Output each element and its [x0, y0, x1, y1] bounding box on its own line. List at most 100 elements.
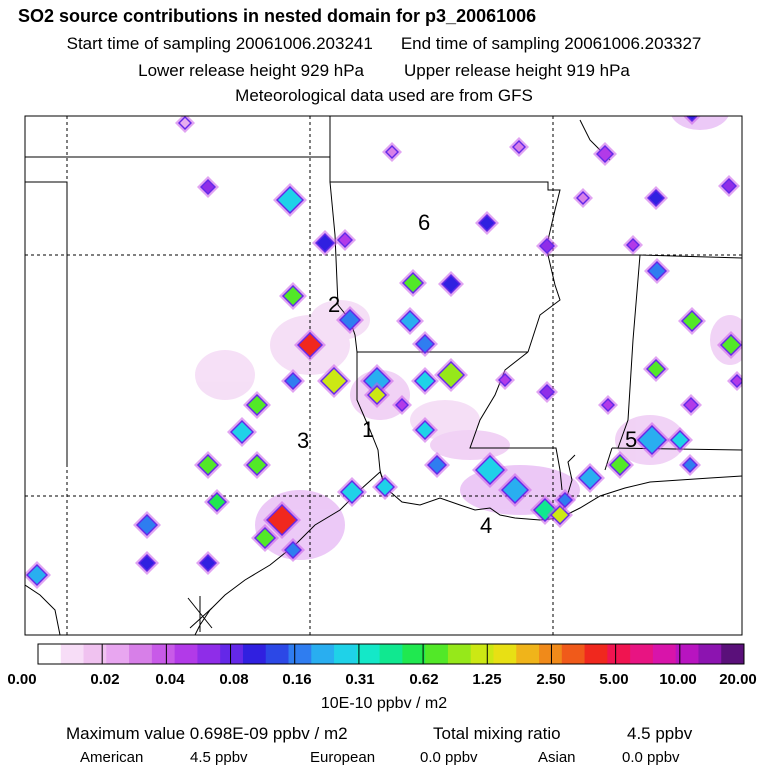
source-core: [439, 363, 463, 387]
source-core: [723, 180, 735, 192]
colorbar-swatch: [106, 644, 130, 664]
source-core: [598, 147, 612, 161]
colorbar-swatch: [311, 644, 335, 664]
so2-source-markers: [25, 116, 742, 589]
source-core: [341, 311, 359, 329]
source-core: [683, 312, 701, 330]
source-core: [417, 336, 433, 352]
source-core: [688, 116, 696, 120]
source-core: [500, 375, 510, 385]
source-core: [559, 494, 571, 506]
sampling-end: End time of sampling 20061006.203327: [400, 34, 702, 53]
colorbar-swatch: [425, 644, 449, 664]
source-core: [377, 479, 393, 495]
colorbar-swatch: [174, 644, 198, 664]
colorbar-swatch: [334, 644, 358, 664]
region-labels: 1 2 3 4 5 6: [297, 210, 637, 538]
colorbar-tick-label: 0.62: [409, 671, 438, 688]
colorbar-swatch: [516, 644, 540, 664]
colorbar-tick-label: 0.02: [90, 671, 119, 688]
colorbar-tick-label: 0.00: [7, 671, 36, 688]
source-core: [365, 369, 389, 393]
source-core: [541, 240, 553, 252]
colorbar-tick-label: 10.00: [659, 671, 697, 688]
colorbar-swatch: [83, 644, 107, 664]
source-core: [201, 556, 215, 570]
source-core: [514, 142, 524, 152]
source-core: [28, 566, 46, 584]
total-mixing-label: Total mixing ratio: [433, 724, 561, 743]
colorbar-tick-label: 1.25: [472, 671, 501, 688]
source-core: [541, 386, 553, 398]
region-label-3: 3: [297, 428, 309, 453]
source-core: [648, 361, 664, 377]
source-core: [180, 118, 190, 128]
source-core: [138, 516, 156, 534]
source-core: [232, 422, 252, 442]
source-core: [248, 456, 266, 474]
colorbar-swatch: [60, 644, 85, 664]
colorbar-tick-label: 0.04: [155, 671, 185, 688]
sampling-times: Start time of sampling 20061006.203241 En…: [0, 34, 768, 54]
colorbar-swatch: [38, 644, 62, 664]
colorbar-tick-label: 2.50: [536, 671, 565, 688]
source-asian-name: Asian: [538, 749, 576, 766]
source-core: [284, 287, 302, 305]
source-core: [628, 240, 638, 250]
source-core: [286, 374, 300, 388]
source-core: [580, 468, 600, 488]
region-label-6: 6: [418, 210, 430, 235]
source-european-name: European: [310, 749, 376, 766]
total-mixing-value: 4.5 ppbv: [627, 724, 693, 743]
source-core: [299, 334, 321, 356]
colorbar-swatch: [129, 644, 153, 664]
colorbar-swatch: [151, 644, 176, 664]
release-heights: Lower release height 929 hPa Upper releas…: [0, 61, 768, 81]
region-label-2: 2: [328, 292, 340, 317]
colorbar-tick-label: 0.31: [345, 671, 374, 688]
release-upper: Upper release height 919 hPa: [404, 61, 630, 80]
colorbar-tick-label: 5.00: [599, 671, 628, 688]
release-lower: Lower release height 929 hPa: [138, 61, 364, 80]
source-core: [369, 387, 385, 403]
colorbar-unit: 10E-10 ppbv / m2: [321, 695, 447, 712]
source-core: [732, 376, 742, 386]
colorbar-swatch: [561, 644, 586, 664]
colorbar-tick-label: 20.00: [719, 671, 757, 688]
colorbar-swatch: [402, 644, 426, 664]
source-core: [684, 459, 696, 471]
receptor-marker-icon: [187, 596, 213, 632]
source-core: [209, 494, 225, 510]
source-core: [268, 506, 296, 534]
source-core: [603, 400, 613, 410]
source-core: [416, 372, 434, 390]
source-asian-value: 0.0 ppbv: [622, 749, 680, 766]
colorbar-swatch: [220, 644, 244, 664]
region-label-5: 5: [625, 427, 637, 452]
source-core: [649, 191, 663, 205]
source-core: [685, 399, 697, 411]
sampling-start: Start time of sampling 20061006.203241: [66, 34, 373, 53]
colorbar-swatch: [652, 644, 677, 664]
source-core: [639, 427, 665, 453]
colorbar-swatch: [721, 644, 745, 664]
source-american-value: 4.5 ppbv: [190, 749, 248, 766]
source-core: [417, 422, 433, 438]
source-core: [397, 400, 407, 410]
source-core: [578, 193, 588, 203]
region-label-1: 1: [362, 417, 374, 442]
source-core: [199, 456, 217, 474]
map-panel: 1 2 3 4 5 6: [25, 116, 742, 635]
source-core: [480, 216, 494, 230]
source-core: [140, 556, 154, 570]
source-core: [342, 482, 362, 502]
colorbar-swatch: [584, 644, 608, 664]
source-core: [722, 336, 740, 354]
map-frame: [24, 115, 743, 636]
colorbar-swatch: [675, 644, 699, 664]
colorbar-swatch: [447, 644, 472, 664]
colorbar-swatch: [539, 644, 563, 664]
source-core: [503, 478, 527, 502]
source-core: [339, 234, 351, 246]
